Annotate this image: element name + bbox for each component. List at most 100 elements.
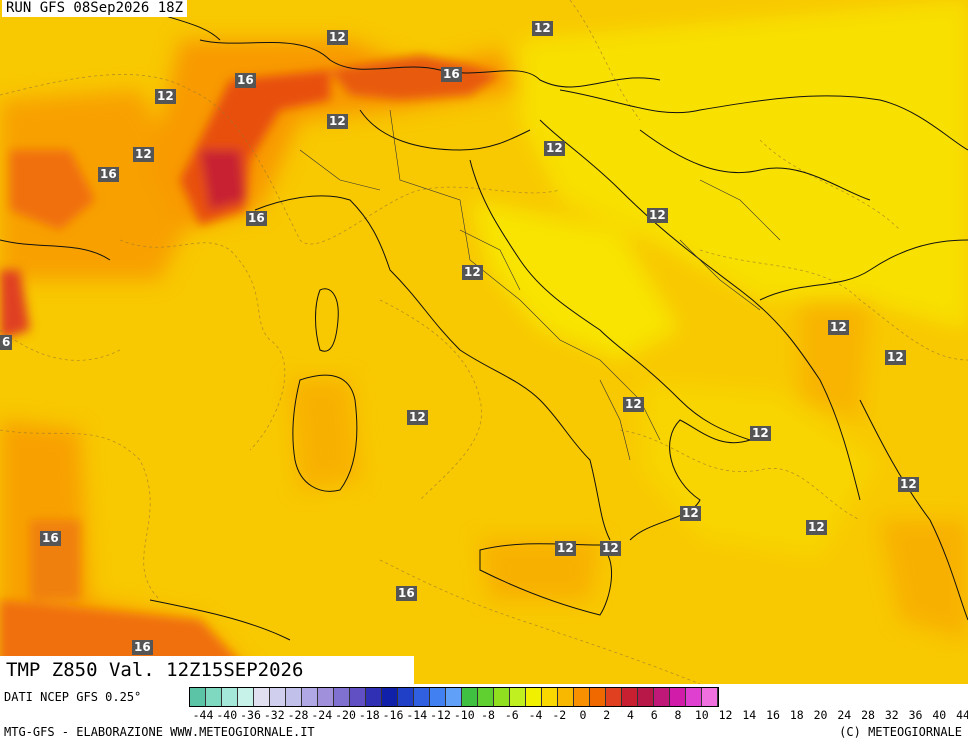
color-swatch [270,688,286,706]
color-swatch [654,688,670,706]
scale-tick-label: -32 [263,708,285,722]
color-swatch [686,688,702,706]
variable-title: TMP Z850 Val. 12Z15SEP2026 [0,656,414,684]
data-source: DATI NCEP GFS 0.25° [4,690,142,704]
isotherm-label: 12 [885,350,906,365]
isotherm-label: 12 [828,320,849,335]
isotherm-label: 16 [40,531,61,546]
scale-tick-label: 32 [884,708,899,722]
scale-tick-label: 16 [766,708,780,722]
isotherm-label: 16 [132,640,153,655]
scale-tick-label: 36 [908,708,923,722]
color-swatch [638,688,654,706]
scale-tick-label: 8 [674,708,682,722]
color-swatch [286,688,302,706]
color-swatch [462,688,478,706]
isotherm-label: 12 [327,30,348,45]
isotherm-label: 12 [600,541,621,556]
scale-tick-label: -16 [382,708,404,722]
color-swatch [510,688,526,706]
scale-tick-label: 6 [650,708,658,722]
scale-tick-label: -14 [406,708,428,722]
color-swatch [190,688,206,706]
isotherm-label: 16 [98,167,119,182]
scale-tick-label: 12 [718,708,733,722]
scale-tick-label: 14 [742,708,757,722]
color-swatch [430,688,446,706]
isotherm-label: 12 [407,410,428,425]
color-swatch [446,688,462,706]
scale-tick-label: 20 [813,708,828,722]
credit-right: (C) METEOGIORNALE [839,725,962,739]
scale-tick-label: 40 [932,708,947,722]
color-swatch [526,688,542,706]
isotherm-label: 6 [0,335,13,350]
scale-tick-label: -44 [192,708,214,722]
scale-tick-label: 4 [627,708,634,722]
scale-tick-label: -24 [311,708,333,722]
isotherm-label: 12 [133,147,154,162]
scale-tick-label: 10 [694,708,709,722]
color-swatch [382,688,398,706]
color-swatch [318,688,334,706]
color-swatch [206,688,222,706]
scale-tick-label: 28 [861,708,875,722]
credit-left: MTG-GFS - ELABORAZIONE WWW.METEOGIORNALE… [4,725,315,739]
scale-tick-label: -20 [335,708,356,722]
color-swatch [494,688,510,706]
isotherm-label: 12 [623,397,644,412]
isotherm-label: 16 [246,211,267,226]
scale-tick-label: -8 [481,708,495,722]
isotherm-label: 12 [806,520,827,535]
isotherm-label: 16 [396,586,417,601]
run-title: RUN GFS 08Sep2026 18Z [2,0,188,17]
scale-tick-label: -2 [552,708,567,722]
scale-tick-label: -28 [287,708,309,722]
color-swatch [302,688,318,706]
scale-tick-label: -36 [240,708,261,722]
isotherm-label: 16 [441,67,462,82]
scale-tick-label: -40 [216,708,238,722]
color-swatch [702,688,718,706]
scale-tick-label: -6 [504,708,519,722]
isotherm-label: 12 [555,541,576,556]
isotherm-label: 16 [235,73,256,88]
color-swatch [350,688,366,706]
color-swatch [574,688,590,706]
isotherm-label: 12 [544,141,565,156]
isotherm-label: 12 [750,426,771,441]
scale-tick-label: 24 [837,708,852,722]
color-scale [189,687,719,707]
color-swatch [542,688,558,706]
scale-tick-label: 44 [956,708,968,722]
color-swatch [398,688,414,706]
scale-tick-label: 18 [789,708,804,722]
isotherm-label: 12 [155,89,176,104]
isotherm-label: 12 [680,506,701,521]
color-swatch [238,688,254,706]
color-swatch [590,688,606,706]
isotherm-label: 12 [462,265,483,280]
isotherm-label: 12 [327,114,348,129]
isotherm-label: 12 [532,21,553,36]
scale-tick-label: 2 [603,708,611,722]
isotherm-label: 12 [647,208,668,223]
color-swatch [414,688,430,706]
scale-tick-label: -10 [453,708,475,722]
color-swatch [606,688,622,706]
color-swatch [334,688,350,706]
color-swatch [670,688,686,706]
color-swatch [478,688,494,706]
scale-tick-label: -4 [528,708,543,722]
temperature-map [0,0,968,684]
scale-tick-label: 0 [579,708,587,722]
color-swatch [254,688,270,706]
isotherm-label: 12 [898,477,919,492]
scale-tick-label: -18 [358,708,380,722]
color-swatch [222,688,238,706]
color-scale-ticks: -44 -40 -36 -32 -28 -24 -20 -18 -16 -14 -12 -10 -8 -6… [189,708,968,722]
scale-tick-label: -12 [430,708,451,722]
color-swatch [558,688,574,706]
color-swatch [366,688,382,706]
color-swatch [622,688,638,706]
